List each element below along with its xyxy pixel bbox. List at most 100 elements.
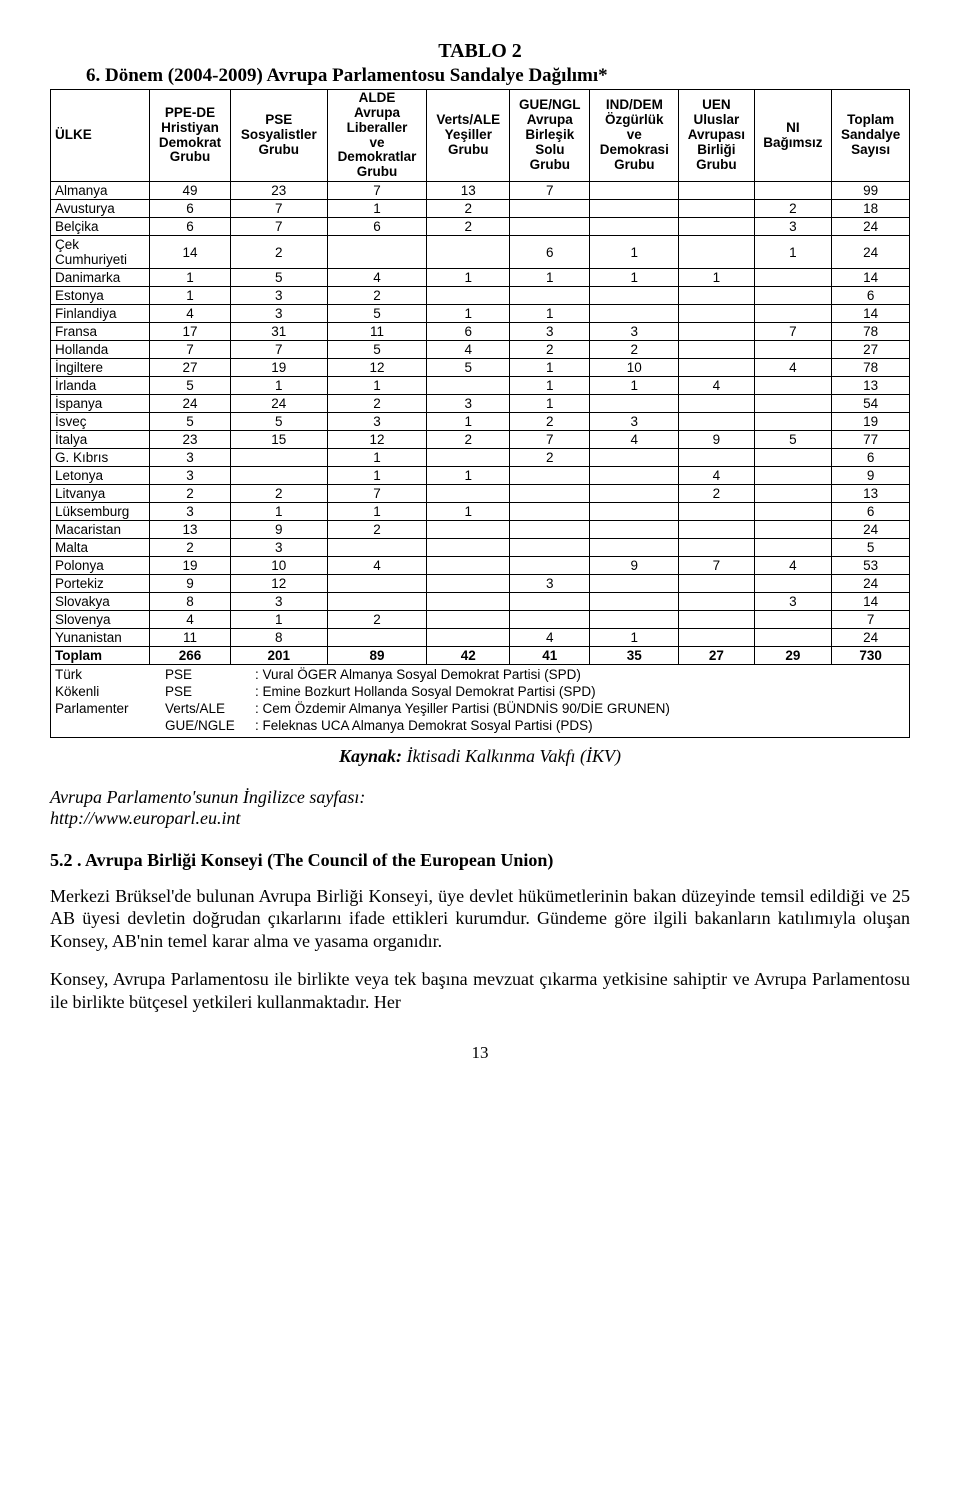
cell: [231, 449, 327, 467]
cell: [754, 341, 832, 359]
cell: 9: [679, 431, 754, 449]
table-row: Slovenya4127: [51, 611, 910, 629]
cell: 7: [150, 341, 231, 359]
cell: 12: [231, 575, 327, 593]
row-label: İrlanda: [51, 377, 150, 395]
col-header-4: Verts/ALEYeşillerGrubu: [427, 90, 510, 182]
col-header-8: NIBağımsız: [754, 90, 832, 182]
cell: 6: [150, 218, 231, 236]
row-label: Estonya: [51, 287, 150, 305]
cell: [754, 521, 832, 539]
cell: 2: [590, 341, 679, 359]
cell: 4: [327, 269, 427, 287]
cell: [327, 539, 427, 557]
cell: 2: [679, 485, 754, 503]
cell: 19: [231, 359, 327, 377]
cell: 3: [150, 449, 231, 467]
cell: [679, 200, 754, 218]
cell: [327, 236, 427, 269]
cell: 12: [327, 359, 427, 377]
cell: 2: [327, 611, 427, 629]
cell: 1: [427, 269, 510, 287]
cell: 8: [231, 629, 327, 647]
table-row: Fransa173111633778: [51, 323, 910, 341]
cell: 1: [510, 395, 590, 413]
cell: [679, 593, 754, 611]
cell: [427, 539, 510, 557]
seat-distribution-table: ÜLKEPPE-DEHristiyanDemokratGrubuPSESosya…: [50, 89, 910, 665]
cell: 6: [832, 449, 910, 467]
row-label: İtalya: [51, 431, 150, 449]
cell: 2: [510, 341, 590, 359]
cell: 17: [150, 323, 231, 341]
table-row: İngiltere2719125110478: [51, 359, 910, 377]
row-label: İsveç: [51, 413, 150, 431]
cell: 5: [150, 377, 231, 395]
table-row: İsveç55312319: [51, 413, 910, 431]
cell: 4: [679, 377, 754, 395]
cell: 12: [327, 431, 427, 449]
cell: 1: [427, 413, 510, 431]
cell: [679, 395, 754, 413]
cell: 9: [231, 521, 327, 539]
cell: 1: [590, 236, 679, 269]
table-header-row: ÜLKEPPE-DEHristiyanDemokratGrubuPSESosya…: [51, 90, 910, 182]
cell: 11: [327, 323, 427, 341]
cell: [679, 341, 754, 359]
cell: [754, 305, 832, 323]
cell: 54: [832, 395, 910, 413]
cell: [590, 467, 679, 485]
cell: 27: [150, 359, 231, 377]
cell: 7: [231, 218, 327, 236]
cell: 4: [327, 557, 427, 575]
cell: 24: [150, 395, 231, 413]
row-label: Hollanda: [51, 341, 150, 359]
cell: [590, 449, 679, 467]
cell: 1: [510, 359, 590, 377]
cell: 78: [832, 323, 910, 341]
cell: 14: [832, 305, 910, 323]
cell: [679, 575, 754, 593]
cell: 7: [510, 182, 590, 200]
cell: 24: [832, 575, 910, 593]
cell: 3: [150, 467, 231, 485]
cell: 2: [231, 485, 327, 503]
cell: 3: [590, 413, 679, 431]
cell: 7: [679, 557, 754, 575]
cell: [427, 485, 510, 503]
table-row: Macaristan139224: [51, 521, 910, 539]
cell: [427, 287, 510, 305]
cell: [679, 323, 754, 341]
cell: 5: [832, 539, 910, 557]
cell: [590, 305, 679, 323]
table-row: Slovakya83314: [51, 593, 910, 611]
table-caption: TABLO 2: [50, 40, 910, 63]
cell: 5: [231, 269, 327, 287]
cell: 4: [510, 629, 590, 647]
cell: 6: [832, 287, 910, 305]
row-label: Avusturya: [51, 200, 150, 218]
cell: [679, 629, 754, 647]
cell: [327, 575, 427, 593]
cell: 27: [832, 341, 910, 359]
cell: 3: [510, 323, 590, 341]
cell: 5: [150, 413, 231, 431]
cell: [231, 467, 327, 485]
cell: 4: [590, 431, 679, 449]
source-line: Kaynak: İktisadi Kalkınma Vakfı (İKV): [50, 746, 910, 767]
table-row: Litvanya227213: [51, 485, 910, 503]
cell: [510, 557, 590, 575]
row-label: Letonya: [51, 467, 150, 485]
cell: 1: [327, 449, 427, 467]
cell: [679, 449, 754, 467]
cell: [754, 287, 832, 305]
cell: 24: [832, 629, 910, 647]
cell: 19: [832, 413, 910, 431]
table-row: Letonya31149: [51, 467, 910, 485]
total-cell: 42: [427, 647, 510, 665]
cell: 78: [832, 359, 910, 377]
cell: [679, 611, 754, 629]
col-header-5: GUE/NGLAvrupaBirleşikSoluGrubu: [510, 90, 590, 182]
cell: 19: [150, 557, 231, 575]
paragraph-1: Merkezi Brüksel'de bulunan Avrupa Birliğ…: [50, 885, 910, 953]
